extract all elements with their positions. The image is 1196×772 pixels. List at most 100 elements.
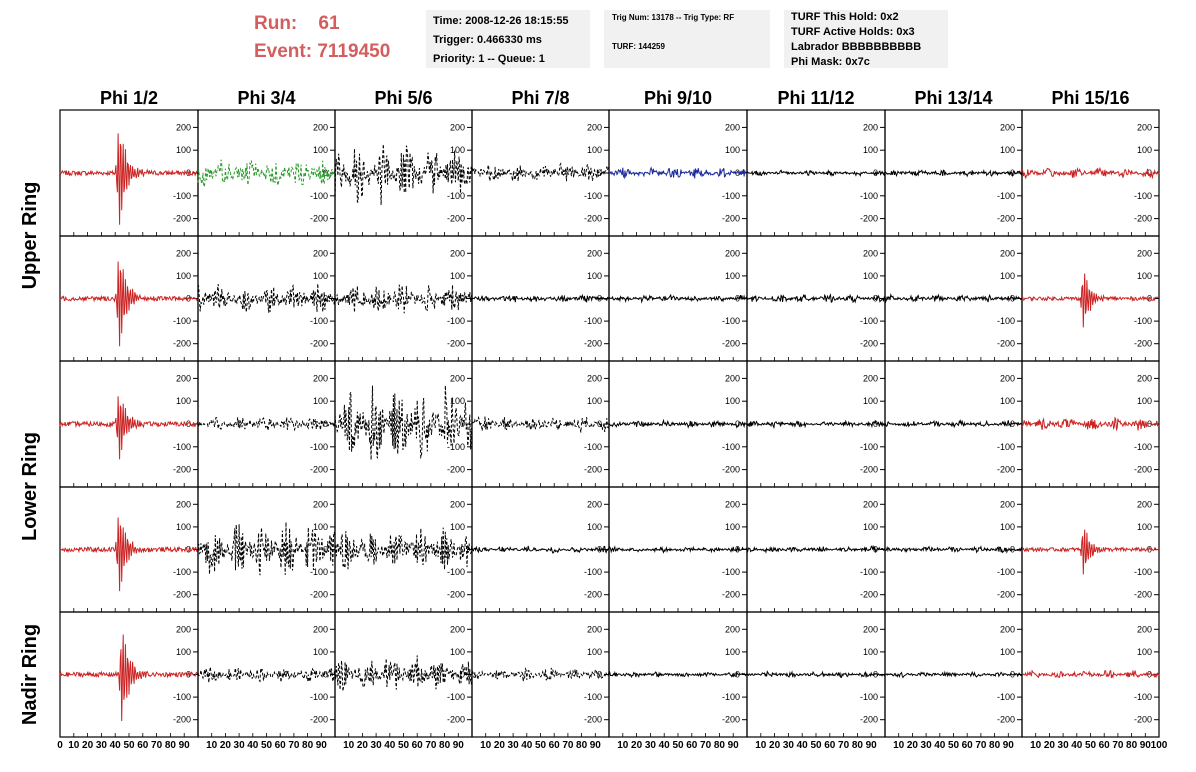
x-tick-label: 50 (535, 740, 547, 751)
x-tick-label: 60 (549, 740, 561, 751)
y-tick-label: 200 (176, 499, 191, 509)
waveform-trace (197, 522, 336, 576)
x-tick-label: 40 (521, 740, 533, 751)
y-tick-label: -100 (584, 442, 602, 452)
waveform-trace (59, 396, 199, 460)
y-tick-label: 100 (313, 647, 328, 657)
waveform-trace (608, 293, 748, 304)
turf-num-text: TURF: 144259 (612, 42, 665, 51)
event-row: Event: 7119450 (254, 38, 390, 66)
y-tick-label: 100 (587, 396, 602, 406)
y-tick-label: 200 (587, 499, 602, 509)
x-tick-label: 80 (852, 740, 864, 751)
y-tick-label: -200 (860, 214, 878, 224)
x-tick-label: 90 (866, 740, 878, 751)
y-tick-label: -200 (173, 339, 191, 349)
y-tick-label: 200 (1000, 499, 1015, 509)
y-tick-label: 200 (1000, 122, 1015, 132)
x-tick-label: 30 (921, 740, 933, 751)
x-tick-label: 70 (151, 740, 163, 751)
x-tick-label: 30 (371, 740, 383, 751)
y-tick-label: 200 (176, 624, 191, 634)
x-tick-label: 60 (686, 740, 698, 751)
y-tick-label: -200 (722, 214, 740, 224)
x-tick-label: 60 (824, 740, 836, 751)
waveform-trace (608, 166, 748, 180)
waveform-trace (884, 168, 1023, 178)
x-tick-label: 10 (206, 740, 218, 751)
y-tick-label: -200 (310, 590, 328, 600)
y-tick-label: -100 (722, 316, 740, 326)
priority-text: Priority: 1 -- Queue: 1 (433, 53, 545, 65)
y-tick-label: 200 (587, 624, 602, 634)
x-tick-label: 60 (275, 740, 287, 751)
x-tick-label: 50 (948, 740, 960, 751)
x-tick-label: 80 (989, 740, 1001, 751)
x-tick-label: 80 (576, 740, 588, 751)
ring-label: Upper Ring (19, 182, 41, 290)
x-tick-label: 40 (797, 740, 809, 751)
x-tick-label: 70 (562, 740, 574, 751)
y-tick-label: -200 (997, 465, 1015, 475)
x-tick-label: 80 (165, 740, 177, 751)
waveform-trace (471, 415, 610, 433)
waveform-trace (471, 293, 610, 303)
y-tick-label: 0 (323, 545, 328, 555)
y-tick-label: 0 (460, 168, 465, 178)
y-tick-label: 200 (450, 624, 465, 634)
y-tick-label: -200 (173, 214, 191, 224)
x-tick-label: 50 (1085, 740, 1097, 751)
y-tick-label: -200 (584, 465, 602, 475)
y-tick-label: -100 (584, 567, 602, 577)
y-tick-label: -100 (997, 442, 1015, 452)
x-tick-label: 30 (783, 740, 795, 751)
y-tick-label: 200 (313, 373, 328, 383)
column-header: Phi 3/4 (237, 88, 295, 108)
y-tick-label: -100 (310, 567, 328, 577)
waveform-trace (884, 292, 1023, 304)
y-tick-label: 100 (450, 145, 465, 155)
x-tick-label: 20 (907, 740, 919, 751)
column-header: Phi 9/10 (644, 88, 712, 108)
x-tick-label: 90 (453, 740, 465, 751)
x-tick-label: 50 (261, 740, 273, 751)
y-tick-label: 0 (597, 168, 602, 178)
y-tick-label: -100 (173, 692, 191, 702)
y-tick-label: 200 (587, 373, 602, 383)
x-tick-label: 40 (659, 740, 671, 751)
x-tick-label: 80 (1126, 740, 1138, 751)
y-tick-label: 200 (176, 248, 191, 258)
column-header: Phi 11/12 (777, 88, 854, 108)
y-tick-label: 100 (1000, 522, 1015, 532)
x-tick-label: 10 (1030, 740, 1042, 751)
y-tick-label: -100 (860, 692, 878, 702)
y-tick-label: 100 (725, 522, 740, 532)
x-tick-label: 70 (288, 740, 300, 751)
y-tick-label: -100 (447, 692, 465, 702)
waveform-trace (197, 159, 336, 188)
y-tick-label: -200 (1134, 465, 1152, 475)
x-tick-label: 30 (234, 740, 246, 751)
x-tick-label: 80 (714, 740, 726, 751)
x-tick-label: 60 (962, 740, 974, 751)
event-label: Event: (254, 41, 313, 62)
y-tick-label: 0 (323, 670, 328, 680)
y-tick-label: -200 (310, 214, 328, 224)
waveform-trace (59, 133, 199, 225)
y-tick-label: -100 (447, 442, 465, 452)
y-tick-label: -200 (584, 339, 602, 349)
y-tick-label: -200 (997, 715, 1015, 725)
y-tick-label: 100 (587, 271, 602, 281)
y-tick-label: 200 (1137, 624, 1152, 634)
y-tick-label: 200 (725, 373, 740, 383)
x-tick-label: 80 (302, 740, 314, 751)
y-tick-label: 200 (176, 122, 191, 132)
y-tick-label: 100 (450, 271, 465, 281)
y-tick-label: -200 (447, 214, 465, 224)
time-text: Time: 2008-12-26 18:15:55 (433, 15, 569, 27)
y-tick-label: 100 (313, 271, 328, 281)
y-tick-label: -200 (722, 339, 740, 349)
waveform-trace (746, 545, 886, 554)
y-tick-label: -100 (997, 567, 1015, 577)
y-tick-label: 100 (1137, 271, 1152, 281)
